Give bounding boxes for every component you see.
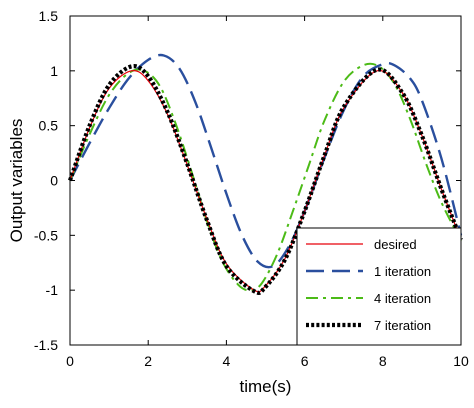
y-tick-label: -0.5 bbox=[34, 227, 58, 243]
x-tick-label: 6 bbox=[301, 353, 309, 369]
x-tick-label: 10 bbox=[453, 353, 469, 369]
y-tick-label: 1.5 bbox=[39, 8, 59, 24]
legend-label: desired bbox=[374, 237, 417, 252]
ticks-layer: 0 2 4 6 8 10 1.5 1 0.5 0 -0.5 -1 -1.5 bbox=[34, 8, 469, 369]
series-line-4-iteration bbox=[69, 62, 462, 292]
legend-label: 4 iteration bbox=[374, 291, 431, 306]
y-tick-label: 0 bbox=[50, 173, 58, 189]
y-tick-label: 1 bbox=[50, 63, 58, 79]
y-tick-label: -1.5 bbox=[34, 337, 58, 353]
x-tick-label: 4 bbox=[223, 353, 231, 369]
x-tick-label: 8 bbox=[379, 353, 387, 369]
x-tick-label: 2 bbox=[144, 353, 152, 369]
y-tick-label: -1 bbox=[46, 282, 59, 298]
series-layer bbox=[68, 53, 463, 295]
y-tick-label: 0.5 bbox=[39, 118, 59, 134]
x-axis-label: time(s) bbox=[240, 377, 292, 396]
legend: desired 1 iteration 4 iteration 7 iteration bbox=[296, 227, 462, 346]
legend-label: 1 iteration bbox=[374, 264, 431, 279]
x-tick-label: 0 bbox=[66, 353, 74, 369]
y-axis-label: Output variables bbox=[7, 119, 26, 243]
series-line-1-iteration bbox=[68, 53, 463, 269]
legend-label: 7 iteration bbox=[374, 318, 431, 333]
series-line-7-iteration bbox=[68, 64, 463, 295]
